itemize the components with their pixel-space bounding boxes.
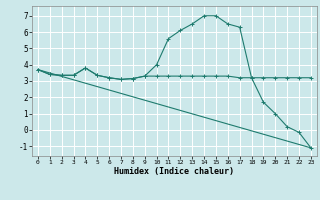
X-axis label: Humidex (Indice chaleur): Humidex (Indice chaleur) bbox=[115, 167, 234, 176]
